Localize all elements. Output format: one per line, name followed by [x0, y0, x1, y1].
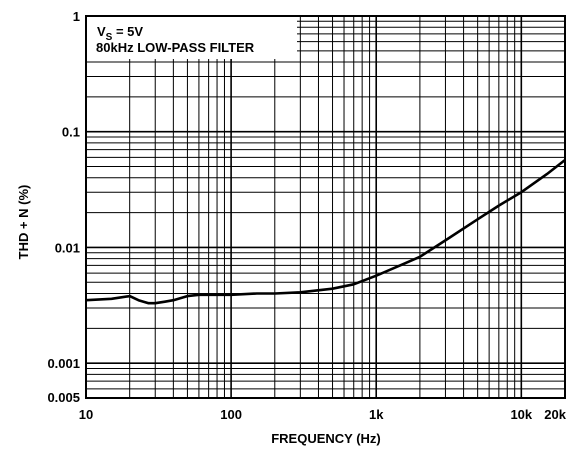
plot-frame — [85, 15, 566, 399]
y-tick-label: 0.005 — [47, 390, 80, 405]
thd-curve — [85, 158, 566, 305]
y-tick-label: 0.01 — [55, 240, 80, 255]
x-axis-title: FREQUENCY (Hz) — [271, 431, 381, 446]
y-tick-label: 1 — [73, 9, 80, 24]
supply-voltage-value: = 5V — [112, 24, 143, 39]
supply-voltage-note: VS = 5V — [97, 24, 143, 43]
x-tick-label: 10k — [510, 407, 532, 422]
x-tick-label: 100 — [220, 407, 242, 422]
x-tick-label: 1k — [369, 407, 384, 422]
supply-voltage-prefix: V — [97, 24, 106, 39]
filter-note: 80kHz LOW-PASS FILTER — [96, 40, 255, 55]
y-tick-label: 0.1 — [62, 125, 80, 140]
y-tick-labels: 0.005 0.001 0.01 0.1 1 — [47, 9, 80, 405]
y-tick-label: 0.001 — [47, 356, 80, 371]
y-axis-title: THD + N (%) — [16, 185, 31, 260]
grid-lines — [86, 16, 565, 398]
supply-voltage-subscript: S — [106, 32, 113, 43]
series-layer — [85, 158, 566, 305]
x-tick-label: 20k — [544, 407, 566, 422]
annotation-box: VS = 5V 80kHz LOW-PASS FILTER — [87, 17, 297, 59]
x-tick-labels: 10 100 1k 10k 20k — [79, 407, 567, 422]
x-tick-label: 10 — [79, 407, 93, 422]
